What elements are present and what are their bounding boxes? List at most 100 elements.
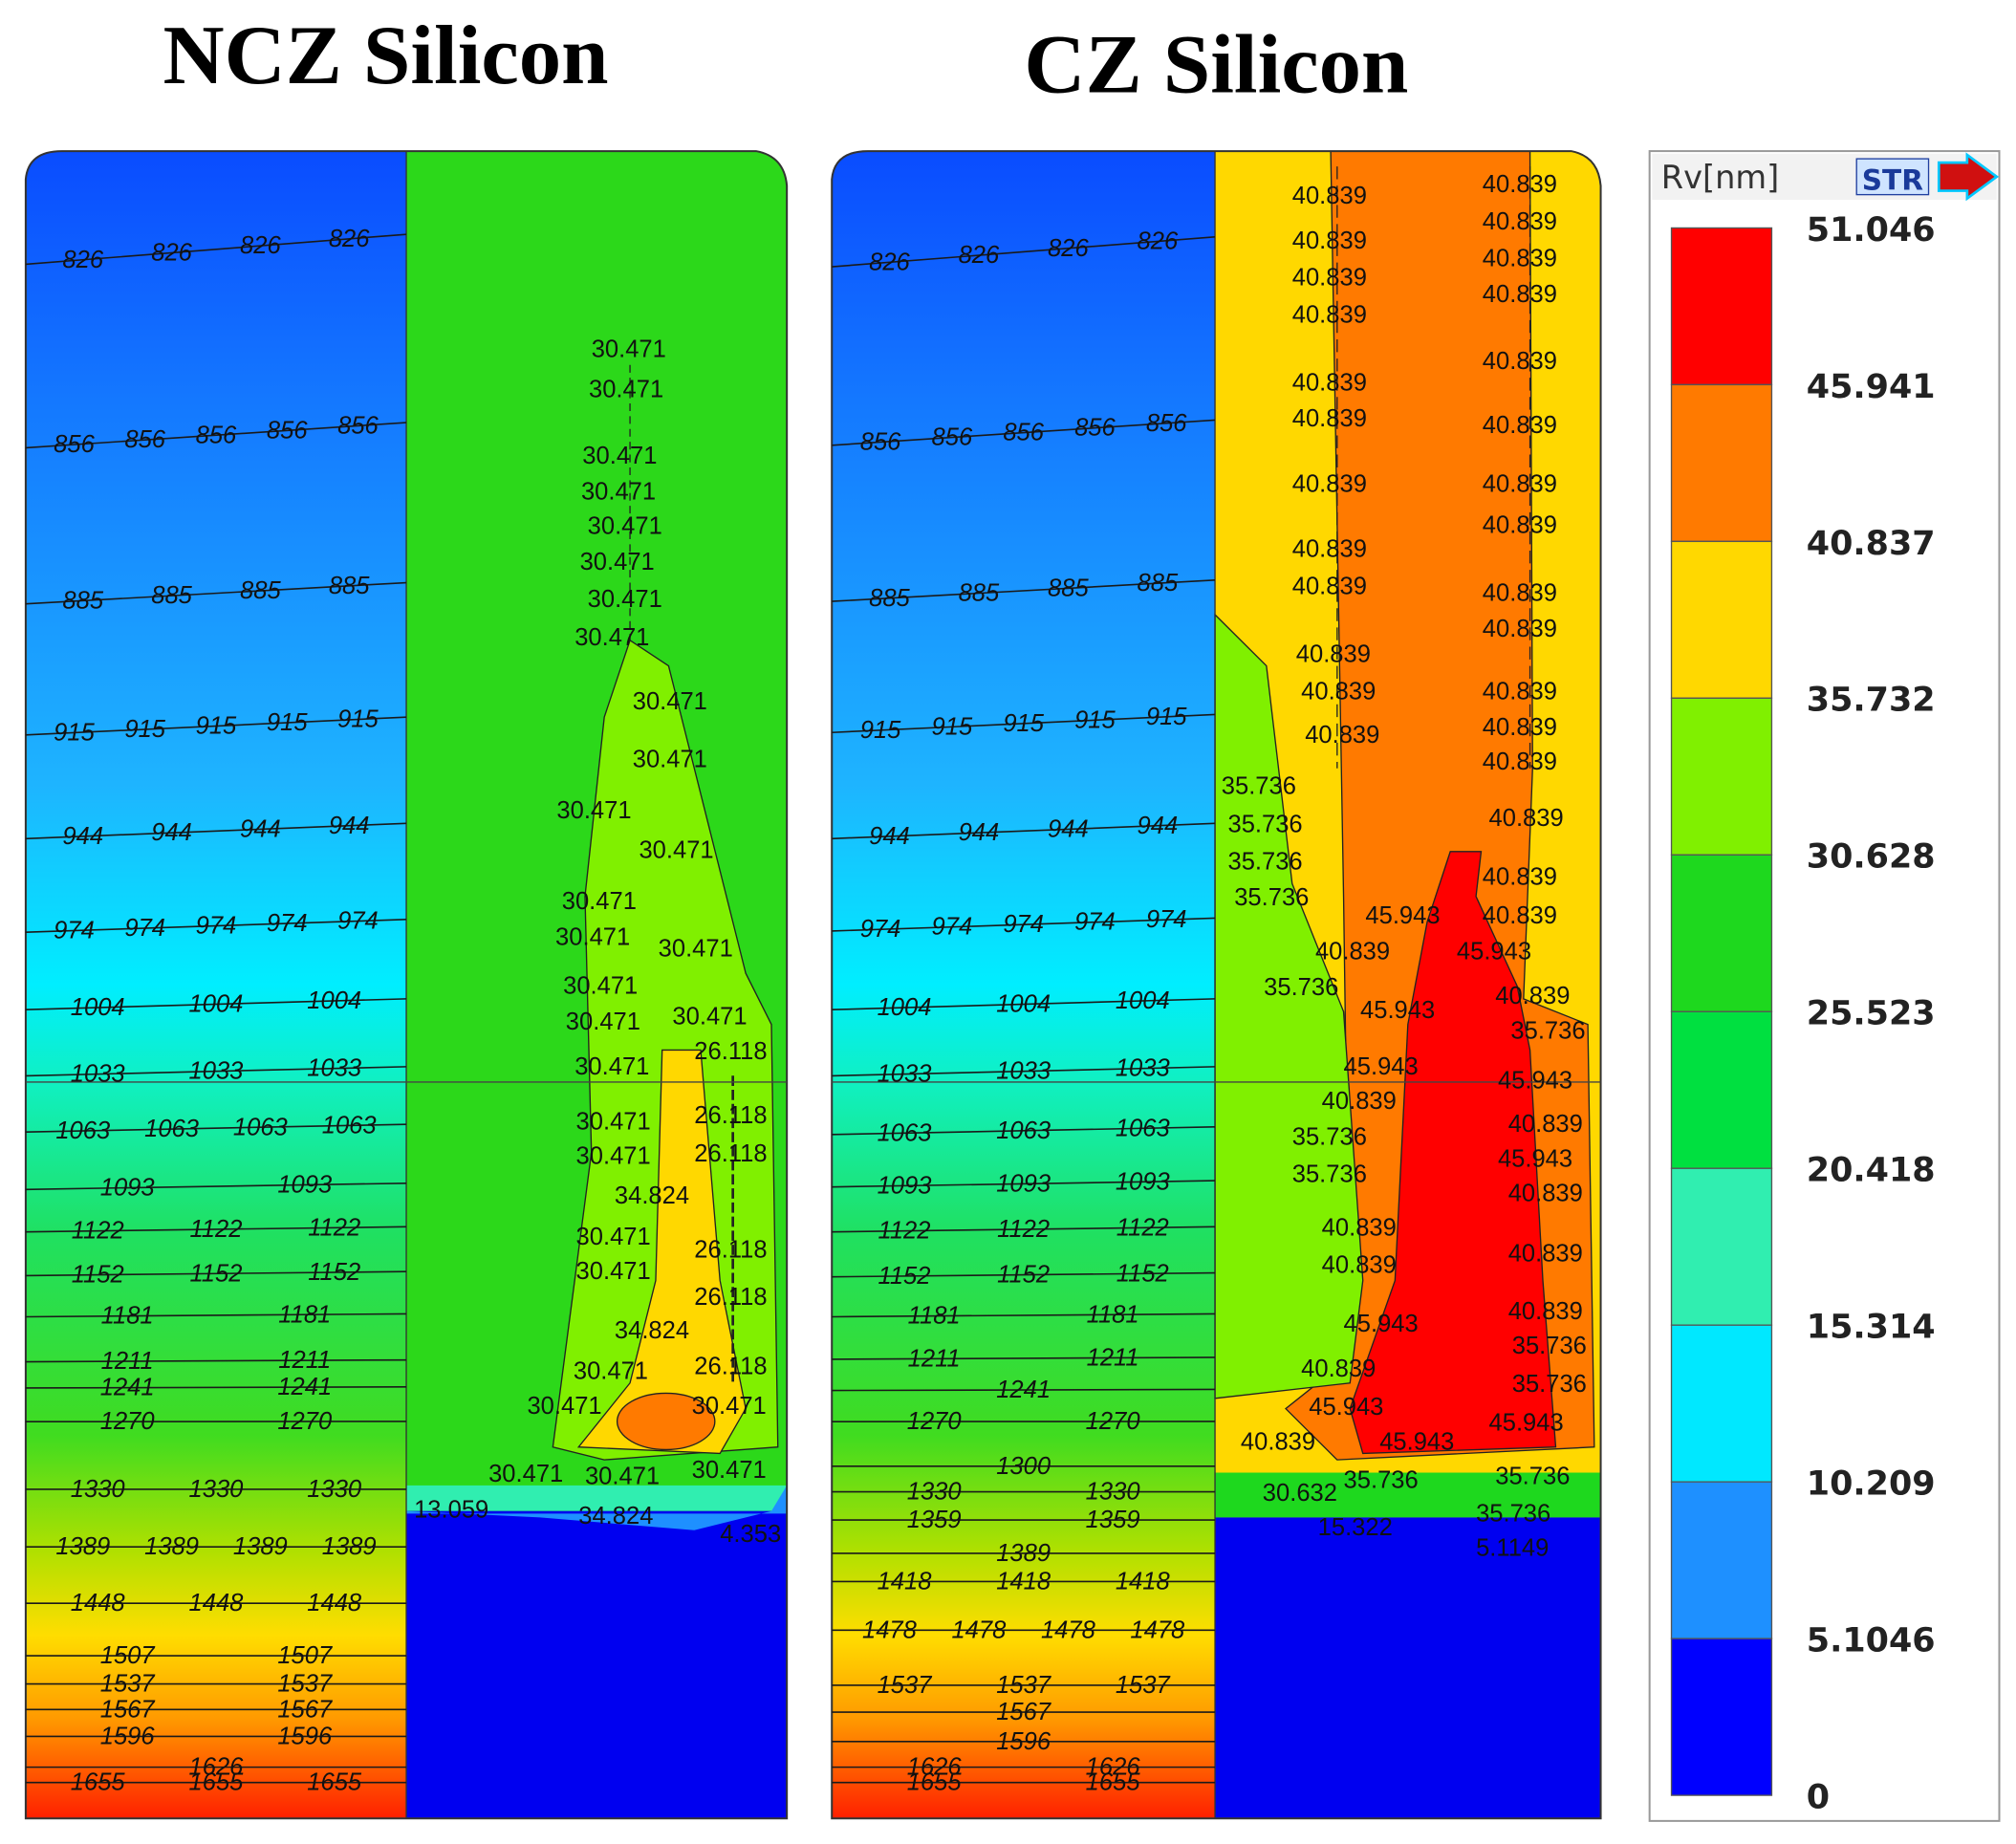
isotherm-label: 1122 bbox=[72, 1218, 124, 1245]
isotherm-label: 826 bbox=[1138, 228, 1179, 255]
isotherm-label: 1330 bbox=[1086, 1479, 1140, 1506]
color-block bbox=[1670, 1010, 1773, 1169]
isotherm bbox=[832, 1388, 1216, 1392]
isotherm bbox=[25, 1066, 407, 1077]
isotherm-label: 1389 bbox=[322, 1533, 377, 1560]
isotherm-label: 856 bbox=[337, 412, 379, 439]
panel-title: CZ Silicon bbox=[1024, 18, 1408, 112]
rv-label: 30.471 bbox=[488, 1461, 563, 1487]
rv-label: 26.118 bbox=[694, 1284, 767, 1311]
rv-label: 30.471 bbox=[659, 936, 733, 963]
rv-label: 35.736 bbox=[1292, 1161, 1367, 1187]
isotherm-label: 915 bbox=[337, 706, 379, 733]
isotherm bbox=[25, 998, 407, 1010]
isotherm-label: 856 bbox=[267, 417, 308, 444]
rv-region bbox=[576, 1049, 747, 1455]
rv-label: 40.839 bbox=[1508, 1298, 1583, 1325]
isotherm-label: 915 bbox=[124, 716, 165, 743]
isotherm-label: 1655 bbox=[189, 1769, 245, 1796]
isotherm-label: 1389 bbox=[55, 1533, 110, 1560]
isotherm-label: 1626 bbox=[907, 1754, 963, 1781]
isotherm-label: 1063 bbox=[996, 1117, 1051, 1144]
rv-label: 35.736 bbox=[1510, 1017, 1585, 1044]
panel-border bbox=[24, 150, 789, 1820]
colorbar-title: Rv[nm] bbox=[1661, 159, 1780, 196]
isotherm-label: 915 bbox=[1003, 710, 1044, 737]
isotherm-label: 915 bbox=[860, 717, 901, 744]
rv-label: 40.839 bbox=[1292, 228, 1367, 254]
isotherm-label: 944 bbox=[869, 823, 910, 850]
colorbar-label: 35.732 bbox=[1807, 682, 1936, 720]
temperature-field bbox=[832, 151, 1216, 1819]
isotherm-label: 885 bbox=[151, 582, 192, 609]
isotherm-label: 885 bbox=[62, 587, 103, 614]
isotherm-label: 1537 bbox=[996, 1672, 1051, 1699]
isotherm-label: 1241 bbox=[996, 1377, 1051, 1403]
isotherm-label: 1448 bbox=[189, 1590, 245, 1616]
isotherm bbox=[25, 716, 407, 736]
isotherm bbox=[25, 822, 407, 840]
panel-border bbox=[831, 150, 1602, 1820]
rv-label: 30.471 bbox=[672, 1004, 747, 1030]
rv-label: 40.839 bbox=[1483, 511, 1557, 538]
isotherm-label: 1004 bbox=[307, 987, 361, 1014]
panel-contours: 826 826 826 826 856 856 856 856 856 885 885 885 885 9… bbox=[25, 226, 781, 1796]
rv-label: 5.1149 bbox=[1476, 1535, 1549, 1562]
rv-label: 40.839 bbox=[1483, 748, 1557, 775]
rv-label: 40.839 bbox=[1495, 983, 1570, 1009]
rv-label: 40.839 bbox=[1483, 864, 1557, 891]
isotherm-label: 826 bbox=[1048, 235, 1089, 262]
rv-label: 30.471 bbox=[576, 1224, 651, 1250]
rv-label: 40.839 bbox=[1322, 1252, 1397, 1279]
isotherm bbox=[25, 1358, 407, 1363]
isotherm-label: 1626 bbox=[1086, 1754, 1141, 1781]
rv-label: 30.471 bbox=[589, 376, 663, 402]
isotherm-label: 1181 bbox=[278, 1301, 331, 1328]
color-block bbox=[1670, 1481, 1773, 1639]
rv-label: 30.471 bbox=[576, 1143, 651, 1170]
rv-label: 40.839 bbox=[1315, 938, 1390, 965]
isotherm-label: 1033 bbox=[878, 1061, 932, 1088]
isotherm-label: 915 bbox=[932, 713, 973, 740]
rv-label: 40.839 bbox=[1305, 722, 1379, 748]
isotherm bbox=[832, 1226, 1216, 1233]
isotherm-label: 1567 bbox=[996, 1699, 1051, 1725]
isotherm-label: 1448 bbox=[307, 1590, 362, 1616]
rv-label: 35.736 bbox=[1476, 1500, 1550, 1527]
isotherm-label: 826 bbox=[959, 242, 1000, 269]
rv-label: 30.632 bbox=[1263, 1480, 1337, 1507]
isotherm-label: 974 bbox=[1003, 911, 1044, 938]
rv-label: 26.118 bbox=[694, 1237, 767, 1264]
isotherm bbox=[832, 236, 1216, 268]
isotherm-label: 944 bbox=[329, 813, 370, 839]
rv-label: 34.824 bbox=[615, 1317, 689, 1344]
isotherm-label: 1033 bbox=[307, 1055, 361, 1082]
rv-label: 45.943 bbox=[1344, 1053, 1419, 1080]
isotherm-label: 1478 bbox=[951, 1616, 1007, 1643]
isotherm-label: 1181 bbox=[101, 1303, 154, 1330]
rv-label: 40.839 bbox=[1301, 678, 1376, 705]
isotherm-label: 1270 bbox=[907, 1408, 962, 1435]
isotherm-label: 1093 bbox=[1116, 1168, 1170, 1195]
isotherm-label: 885 bbox=[1048, 575, 1089, 601]
isotherm-label: 1359 bbox=[1086, 1507, 1140, 1533]
isotherm-label: 856 bbox=[124, 426, 165, 453]
rv-label: 30.471 bbox=[588, 586, 662, 613]
rv-label: 30.471 bbox=[574, 624, 649, 651]
isotherm-label: 1655 bbox=[907, 1769, 963, 1796]
isotherm-label: 1004 bbox=[878, 994, 932, 1021]
isotherm-label: 1093 bbox=[100, 1175, 155, 1202]
isotherm-label: 1537 bbox=[1116, 1672, 1171, 1699]
rv-label: 30.471 bbox=[633, 746, 707, 772]
isotherm-label: 885 bbox=[329, 573, 370, 599]
rv-label: 40.839 bbox=[1241, 1428, 1315, 1455]
isotherm-label: 974 bbox=[932, 914, 973, 941]
isotherm bbox=[25, 1123, 407, 1133]
rv-label: 40.839 bbox=[1301, 1356, 1376, 1382]
isotherm-label: 1063 bbox=[878, 1119, 932, 1146]
color-block bbox=[1670, 697, 1773, 856]
isotherm-label: 1596 bbox=[277, 1724, 333, 1750]
isotherm-label: 856 bbox=[932, 424, 973, 451]
